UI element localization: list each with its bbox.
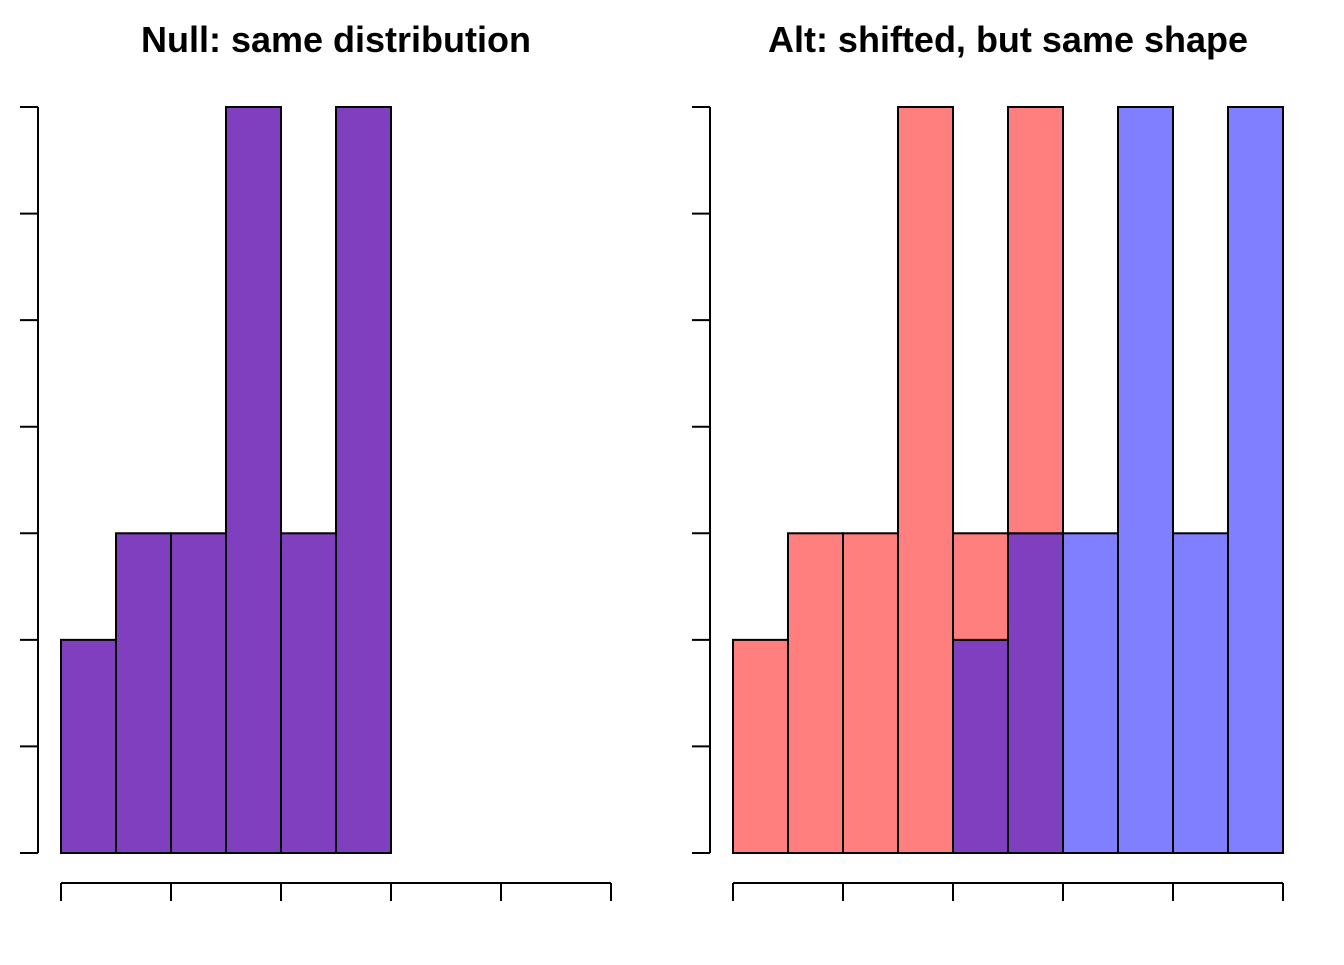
histogram-bar [1007,532,1064,854]
histogram-bar [60,638,117,854]
histogram-bar [1172,532,1229,854]
histogram-bar [1062,532,1119,854]
panel-title-null: Null: same distribution [141,19,531,60]
histogram-bar [897,106,954,854]
histogram-bar [1117,106,1174,854]
histogram-bar [115,532,172,854]
panel-null [20,106,612,901]
histogram-bar [170,532,227,854]
histogram-bar [787,532,844,854]
histogram-bar [335,106,392,854]
histogram-bar [952,638,1009,854]
panel-title-alt: Alt: shifted, but same shape [768,19,1248,60]
histogram-bar [1007,106,1064,535]
histogram-bar [952,532,1009,641]
histogram-bar [732,638,789,854]
histogram-bar [280,532,337,854]
histogram-bar [1227,106,1284,854]
histogram-bar [225,106,282,854]
panel-alt [692,106,1284,901]
histogram-bar [842,532,899,854]
